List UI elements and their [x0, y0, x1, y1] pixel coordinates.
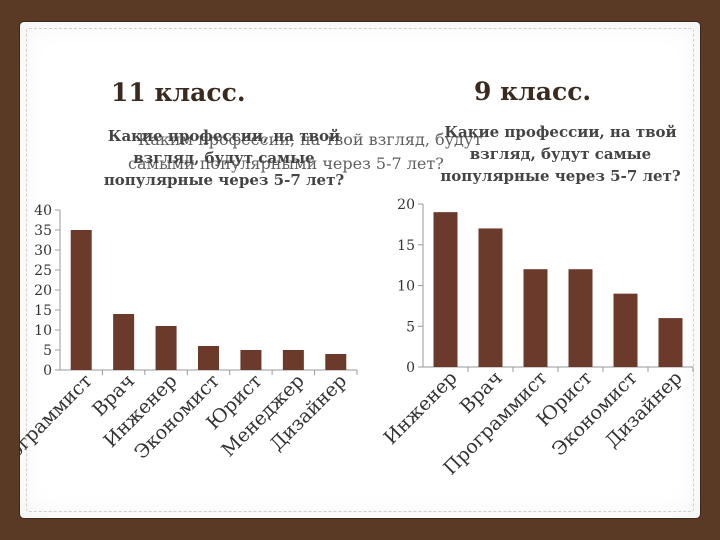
y-tick-label: 35: [34, 223, 52, 239]
question-right-line-3: популярные через 5-7 лет?: [440, 167, 681, 185]
heading-9-class: 9 класс.: [474, 77, 592, 106]
bar: [325, 354, 347, 370]
bar: [155, 326, 177, 370]
bar: [478, 228, 503, 367]
y-tick-label: 25: [34, 263, 52, 279]
bar: [433, 212, 458, 367]
y-tick-label: 5: [43, 343, 52, 359]
y-tick-label: 20: [34, 283, 52, 299]
category-label: Инженер: [380, 367, 462, 449]
bar: [568, 269, 593, 367]
bar: [613, 293, 638, 367]
y-tick-label: 40: [34, 203, 52, 219]
bar: [240, 350, 262, 370]
question-left: Какие профессии, на твой взгляд, будут с…: [74, 125, 374, 191]
bar: [282, 350, 304, 370]
question-right-line-1: Какие профессии, на твой: [444, 123, 677, 141]
y-tick-label: 15: [397, 238, 415, 254]
bar: [658, 318, 683, 367]
question-left-line-1: Какие профессии, на твой: [107, 127, 341, 145]
bar: [113, 314, 135, 370]
bar: [523, 269, 548, 367]
y-tick-label: 0: [406, 360, 415, 376]
heading-11-class: 11 класс.: [111, 78, 246, 107]
question-left-line-3: популярные через 5-7 лет?: [103, 171, 345, 189]
y-tick-label: 15: [34, 303, 52, 319]
slide: 11 класс. 9 класс. Каким профессии, на т…: [20, 22, 700, 518]
y-tick-label: 10: [34, 323, 52, 339]
category-label: Программист: [20, 370, 97, 482]
chart-11-class: 0510152025303540ПрограммистВрачИнженерЭк…: [20, 203, 358, 482]
y-tick-label: 5: [406, 319, 415, 335]
y-tick-label: 30: [34, 243, 52, 259]
y-tick-label: 10: [397, 279, 415, 295]
overlay-text-line-1: Каким профессии, на твой взгляд, будут: [138, 130, 483, 149]
question-right: Какие профессии, на твой взгляд, будут с…: [418, 121, 700, 187]
y-tick-label: 0: [43, 363, 52, 379]
chart-9-class: 05101520ИнженерВрачПрограммистЮристЭконо…: [380, 197, 694, 479]
overlay-text-line-2: самыми популярными через 5-7 лет?: [128, 154, 444, 173]
bar: [198, 346, 219, 370]
question-left-line-2: взгляд, будут самые: [133, 149, 315, 167]
y-tick-label: 20: [397, 197, 415, 213]
bar: [70, 230, 92, 370]
question-right-line-2: взгляд, будут самые: [469, 145, 652, 163]
